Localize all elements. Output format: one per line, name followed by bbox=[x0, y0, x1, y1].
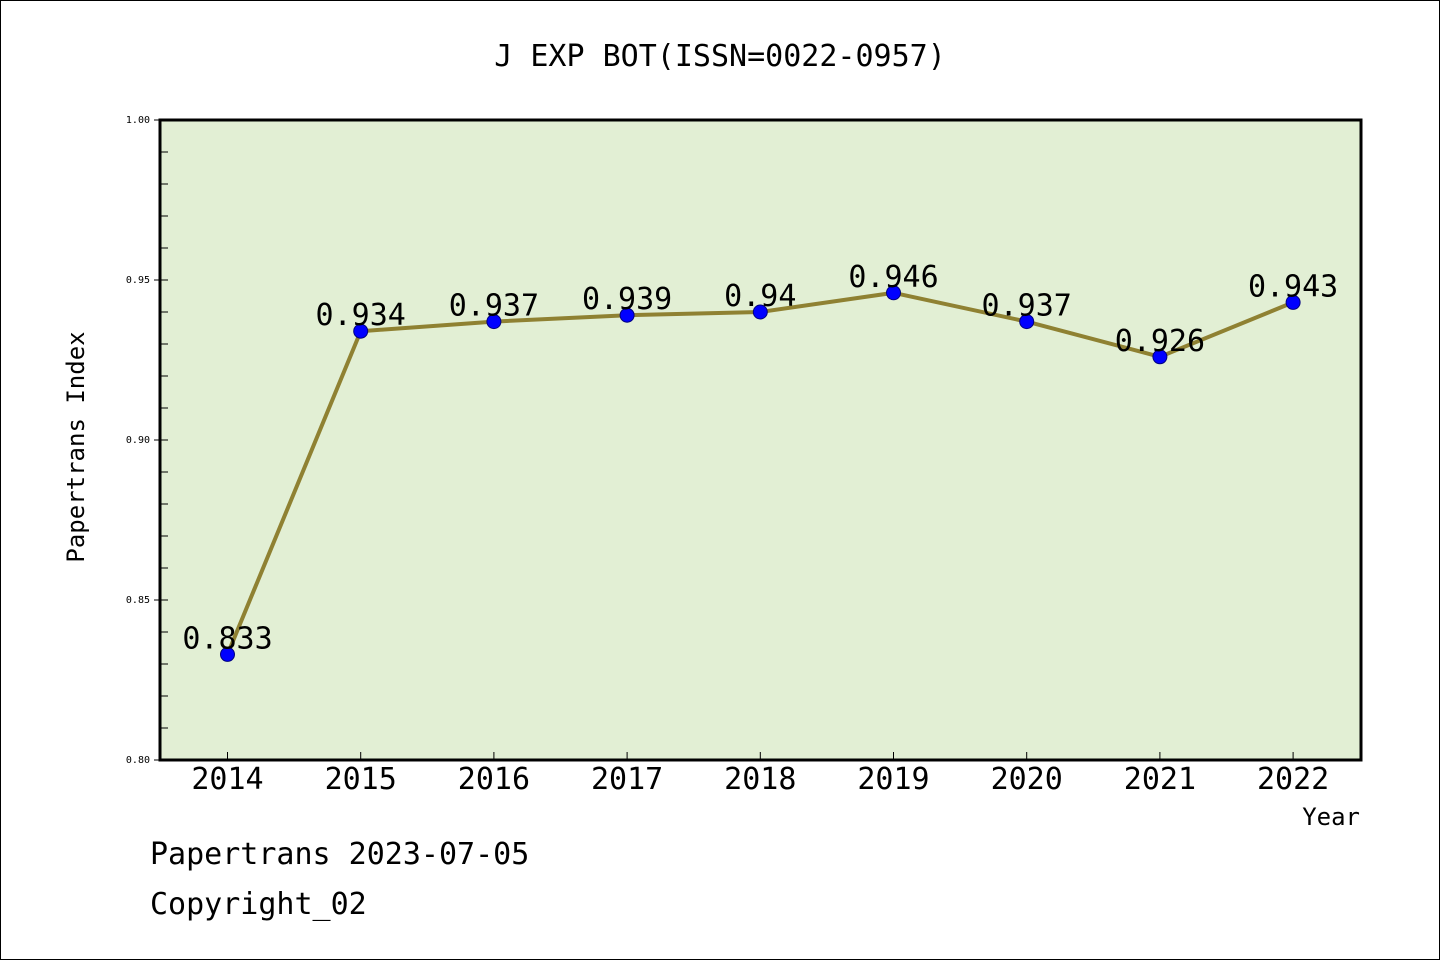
x-tick-label: 2021 bbox=[1124, 762, 1196, 797]
data-point bbox=[1019, 314, 1035, 330]
y-tick-label: 0.85 bbox=[126, 595, 150, 606]
x-tick-label: 2016 bbox=[458, 762, 530, 797]
y-tick-label: 0.80 bbox=[126, 755, 150, 766]
data-point bbox=[486, 314, 502, 330]
plot-border bbox=[158, 118, 1363, 762]
y-tick-label: 0.95 bbox=[126, 275, 150, 286]
x-axis: 2014 2015 2016 2017 2018 2019 2020 2021 2022 bbox=[191, 752, 1329, 797]
data-point bbox=[353, 323, 369, 339]
footer-copyright: Copyright_02 bbox=[150, 887, 367, 922]
x-axis-label: Year bbox=[1302, 803, 1360, 831]
data-point bbox=[220, 646, 235, 662]
data-point bbox=[1152, 349, 1168, 365]
x-tick-label: 2022 bbox=[1257, 762, 1329, 797]
data-label: 0.943 bbox=[1248, 269, 1338, 304]
data-point bbox=[619, 307, 635, 323]
x-tick-label: 2017 bbox=[591, 762, 663, 797]
x-tick-label: 2019 bbox=[857, 762, 929, 797]
y-axis-label: Papertrans Index bbox=[62, 331, 90, 562]
data-label: 0.946 bbox=[848, 260, 938, 295]
data-label: 0.833 bbox=[182, 621, 272, 656]
x-tick-label: 2020 bbox=[991, 762, 1063, 797]
data-label: 0.937 bbox=[449, 289, 539, 324]
data-label: 0.939 bbox=[582, 282, 672, 317]
y-tick-label: 1.00 bbox=[126, 115, 150, 126]
x-tick-label: 2018 bbox=[724, 762, 796, 797]
data-point bbox=[752, 304, 768, 320]
data-label: 0.926 bbox=[1115, 324, 1205, 359]
x-tick-label: 2014 bbox=[191, 762, 263, 797]
footer-date: Papertrans 2023-07-05 bbox=[150, 837, 529, 872]
data-label: 0.94 bbox=[724, 279, 796, 314]
y-tick-label: 0.90 bbox=[126, 435, 150, 446]
data-point bbox=[886, 285, 901, 301]
chart-title: J EXP BOT(ISSN=0022-0957) bbox=[494, 39, 946, 74]
data-label: 0.934 bbox=[316, 298, 406, 333]
data-point bbox=[1285, 294, 1301, 310]
data-label: 0.937 bbox=[982, 289, 1072, 324]
data-labels: 0.833 0.934 0.937 0.939 0.94 0.946 0.937 0.926 0… bbox=[182, 260, 1338, 657]
series-line-group bbox=[220, 285, 1301, 662]
plot-area bbox=[160, 120, 1361, 760]
x-tick-label: 2015 bbox=[325, 762, 397, 797]
